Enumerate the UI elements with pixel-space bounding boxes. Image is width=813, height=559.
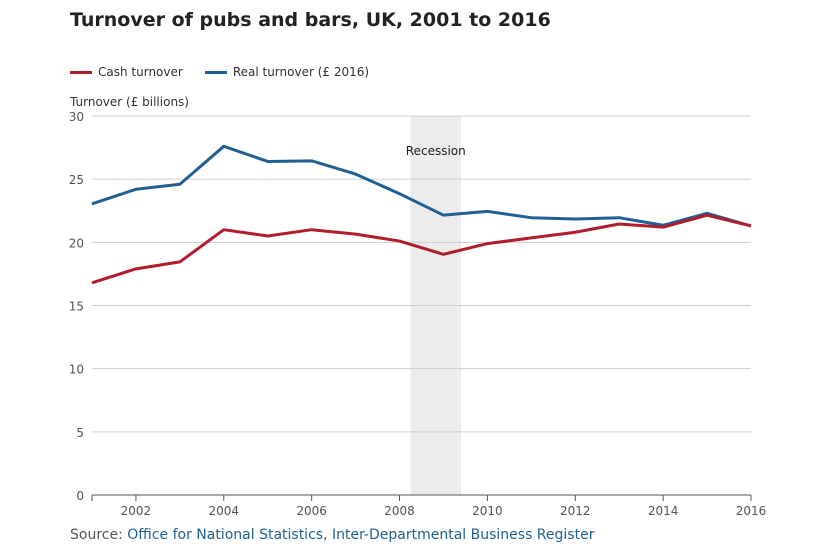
- x-tick-label: 2016: [736, 504, 767, 518]
- legend-item-cash: Cash turnover: [70, 65, 183, 79]
- source-note: Source: Office for National Statistics, …: [70, 527, 594, 543]
- y-tick-label: 5: [76, 426, 84, 440]
- legend-label-cash: Cash turnover: [98, 65, 183, 79]
- y-tick-label: 0: [76, 489, 84, 503]
- source-label: Source:: [70, 527, 123, 543]
- y-axis-label: Turnover (£ billions): [69, 95, 189, 109]
- legend-item-real: Real turnover (£ 2016): [204, 65, 370, 79]
- x-tick-label: 2010: [472, 504, 503, 518]
- y-tick-label: 30: [69, 110, 84, 124]
- x-tick-label: 2008: [384, 504, 415, 518]
- series-line-cash: [91, 213, 752, 285]
- x-tick-label: 2002: [121, 504, 152, 518]
- legend-swatch-real: [204, 70, 227, 74]
- plot-area: Turnover (£ billions) 0 5 10 15 20 25 30 2002 20…: [69, 95, 767, 518]
- y-tick-label: 10: [69, 363, 84, 377]
- recession-label: Recession: [406, 144, 466, 158]
- y-tick-label: 15: [69, 300, 84, 314]
- series-line-real: [91, 144, 752, 228]
- y-tick-label: 25: [69, 173, 84, 187]
- x-tick-label: 2012: [560, 504, 591, 518]
- legend: Cash turnover Real turnover (£ 2016): [70, 65, 369, 79]
- x-tick-label: 2006: [296, 504, 327, 518]
- legend-swatch-cash: [70, 70, 92, 74]
- y-tick-label: 20: [69, 236, 84, 250]
- legend-label-real: Real turnover (£ 2016): [232, 65, 370, 79]
- source-link[interactable]: Office for National Statistics, Inter-De…: [127, 527, 595, 543]
- x-tick-label: 2004: [209, 504, 240, 518]
- chart-title: Turnover of pubs and bars, UK, 2001 to 2…: [70, 9, 551, 31]
- x-tick-label: 2014: [648, 504, 679, 518]
